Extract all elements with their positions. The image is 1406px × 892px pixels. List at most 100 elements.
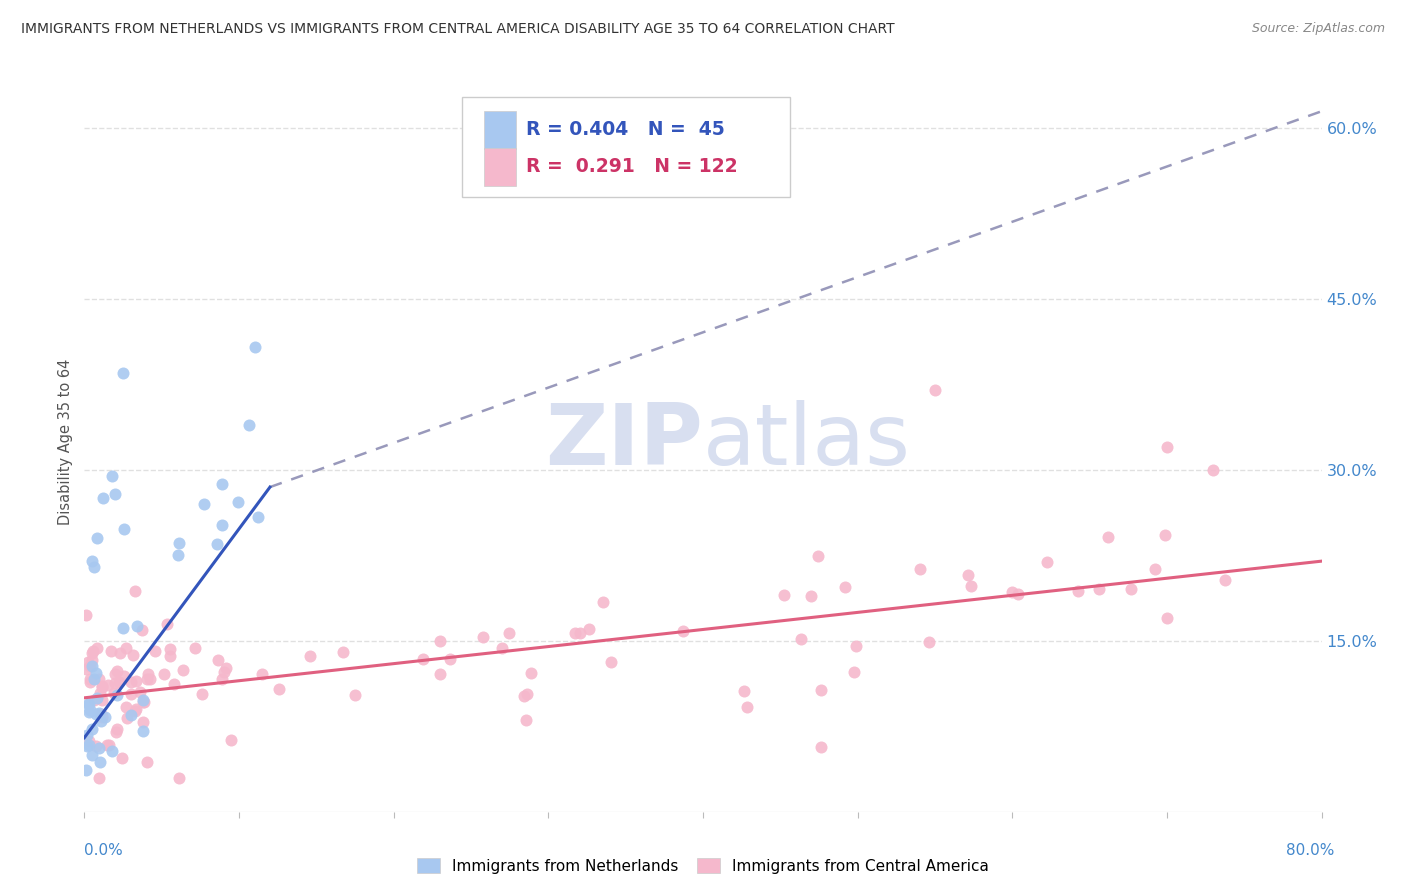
Point xyxy=(429,633,451,648)
Point xyxy=(132,695,155,709)
Point xyxy=(1007,587,1029,601)
Point xyxy=(104,676,127,690)
Point xyxy=(184,641,207,656)
Point xyxy=(135,756,157,770)
FancyBboxPatch shape xyxy=(484,147,516,186)
Point xyxy=(75,662,97,676)
Point xyxy=(1067,584,1090,599)
Point xyxy=(1202,463,1225,477)
Point xyxy=(211,477,233,491)
Point xyxy=(516,687,538,701)
Point xyxy=(94,710,117,724)
Point xyxy=(735,700,758,714)
Point xyxy=(108,675,131,690)
Point xyxy=(807,549,830,563)
Point xyxy=(80,659,103,673)
Point xyxy=(169,771,191,785)
Point xyxy=(76,739,98,753)
Point xyxy=(97,678,120,692)
Point xyxy=(600,655,623,669)
Legend: Immigrants from Netherlands, Immigrants from Central America: Immigrants from Netherlands, Immigrants … xyxy=(411,852,995,880)
Point xyxy=(80,653,103,667)
Point xyxy=(77,697,100,711)
Point xyxy=(91,491,114,506)
Text: R = 0.404   N =  45: R = 0.404 N = 45 xyxy=(526,120,725,138)
Point xyxy=(773,588,796,602)
Point xyxy=(800,589,823,603)
Point xyxy=(91,679,114,693)
Text: R =  0.291   N = 122: R = 0.291 N = 122 xyxy=(526,157,738,176)
Point xyxy=(100,644,122,658)
Point xyxy=(89,771,111,785)
Point xyxy=(112,522,135,536)
Point xyxy=(193,497,215,511)
Point xyxy=(269,681,291,696)
Point xyxy=(578,622,600,636)
Point xyxy=(219,732,242,747)
Point xyxy=(98,738,121,752)
Point xyxy=(114,641,136,656)
Point xyxy=(77,697,100,711)
Text: 0.0%: 0.0% xyxy=(84,843,124,858)
Point xyxy=(1121,582,1143,597)
Point xyxy=(513,689,536,703)
Point xyxy=(211,672,233,686)
Point xyxy=(672,624,695,639)
Point xyxy=(104,667,127,681)
Point xyxy=(163,677,186,691)
Point xyxy=(131,623,153,637)
Point xyxy=(1001,584,1024,599)
Point xyxy=(115,700,138,714)
Point xyxy=(108,646,131,660)
Point xyxy=(429,667,451,681)
Point xyxy=(1213,573,1236,587)
Point xyxy=(246,509,269,524)
Point xyxy=(139,672,162,686)
Point xyxy=(90,714,112,728)
Point xyxy=(245,340,267,354)
Point xyxy=(120,675,142,690)
Point xyxy=(87,740,110,755)
Point xyxy=(125,673,148,688)
Point xyxy=(86,691,108,706)
Point xyxy=(215,661,238,675)
Point xyxy=(172,663,194,677)
Point xyxy=(1156,611,1178,625)
Point xyxy=(205,537,228,551)
Point xyxy=(592,595,614,609)
Point xyxy=(132,693,155,707)
Point xyxy=(112,621,135,635)
Point xyxy=(90,709,112,723)
Text: IMMIGRANTS FROM NETHERLANDS VS IMMIGRANTS FROM CENTRAL AMERICA DISABILITY AGE 35: IMMIGRANTS FROM NETHERLANDS VS IMMIGRANT… xyxy=(21,22,894,37)
Point xyxy=(132,695,155,709)
Point xyxy=(82,748,104,763)
Point xyxy=(344,688,367,702)
Point xyxy=(105,722,128,736)
Text: 80.0%: 80.0% xyxy=(1285,843,1334,858)
Point xyxy=(127,619,149,633)
Point xyxy=(1156,440,1178,454)
Point xyxy=(83,559,105,574)
Point xyxy=(77,738,100,752)
Point xyxy=(86,532,108,546)
Point xyxy=(84,706,107,721)
Point xyxy=(918,634,941,648)
Point xyxy=(79,659,101,673)
Point xyxy=(76,729,98,743)
Point xyxy=(564,626,586,640)
Point xyxy=(87,706,110,720)
Point xyxy=(332,645,354,659)
Point xyxy=(924,384,946,398)
Point xyxy=(143,644,166,658)
Point xyxy=(82,644,104,658)
Point xyxy=(83,693,105,707)
Point xyxy=(1036,555,1059,569)
Point xyxy=(75,608,97,623)
Point xyxy=(111,751,134,765)
Point xyxy=(83,672,105,686)
Point xyxy=(132,714,155,729)
Point xyxy=(908,562,931,576)
Point xyxy=(120,687,142,701)
Point xyxy=(84,739,107,753)
FancyBboxPatch shape xyxy=(461,97,790,197)
